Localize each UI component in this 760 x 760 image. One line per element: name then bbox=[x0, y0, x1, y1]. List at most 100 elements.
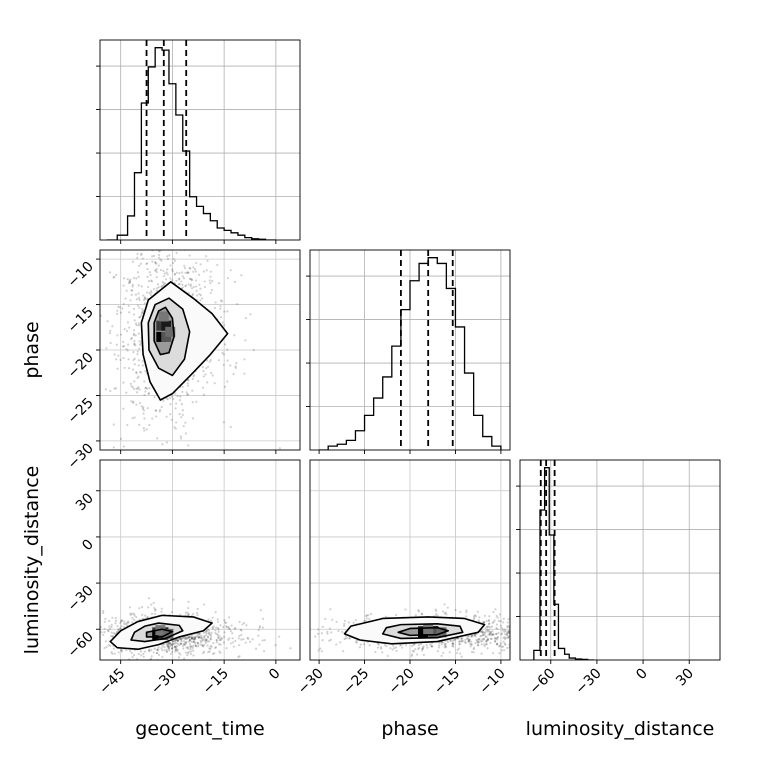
scatter-point bbox=[116, 367, 119, 370]
scatter-point bbox=[105, 645, 108, 649]
scatter-point bbox=[189, 277, 192, 281]
scatter-point bbox=[144, 386, 148, 389]
scatter-point bbox=[147, 597, 151, 600]
scatter-point bbox=[223, 324, 226, 327]
scatter-point bbox=[119, 627, 122, 630]
scatter-point bbox=[179, 637, 182, 640]
scatter-point bbox=[216, 263, 219, 267]
scatter-point bbox=[591, 626, 593, 628]
scatter-point bbox=[457, 637, 460, 640]
scatter-point bbox=[175, 271, 178, 274]
scatter-point bbox=[477, 619, 480, 622]
scatter-point bbox=[181, 283, 184, 286]
scatter-point bbox=[128, 606, 132, 609]
scatter-point bbox=[104, 388, 107, 391]
scatter-point bbox=[458, 640, 461, 644]
scatter-point bbox=[200, 636, 203, 640]
scatter-point bbox=[410, 654, 413, 658]
scatter-point bbox=[196, 635, 199, 639]
scatter-point bbox=[131, 368, 135, 371]
scatter-point bbox=[444, 642, 447, 646]
scatter-point bbox=[223, 631, 226, 634]
scatter-point bbox=[137, 332, 140, 335]
scatter-point bbox=[443, 603, 446, 606]
scatter-point bbox=[132, 332, 135, 335]
scatter-point bbox=[364, 615, 368, 618]
scatter-point bbox=[137, 375, 140, 378]
scatter-point bbox=[214, 611, 217, 614]
scatter-point bbox=[157, 653, 161, 656]
scatter-point bbox=[180, 437, 183, 440]
scatter-point bbox=[165, 648, 168, 651]
scatter-point bbox=[136, 376, 139, 380]
scatter-point bbox=[216, 618, 219, 621]
scatter-point bbox=[191, 293, 194, 296]
scatter-point bbox=[499, 620, 502, 623]
scatter-point bbox=[157, 250, 161, 253]
scatter-point bbox=[135, 277, 138, 280]
scatter-point bbox=[210, 631, 213, 634]
scatter-point bbox=[496, 643, 499, 646]
scatter-point bbox=[146, 262, 149, 265]
scatter-point bbox=[192, 654, 195, 657]
scatter-point bbox=[486, 638, 489, 642]
scatter-point bbox=[188, 643, 192, 646]
scatter-point bbox=[140, 405, 143, 408]
scatter-point bbox=[140, 314, 143, 317]
scatter-point bbox=[135, 298, 138, 301]
scatter-point bbox=[496, 636, 499, 639]
scatter-point bbox=[213, 382, 216, 385]
scatter-point bbox=[204, 641, 207, 645]
scatter-point bbox=[442, 651, 445, 654]
scatter-point bbox=[102, 611, 105, 615]
scatter-point bbox=[127, 304, 130, 308]
scatter-point bbox=[395, 613, 398, 617]
scatter-point bbox=[528, 633, 530, 635]
scatter-point bbox=[140, 252, 143, 255]
scatter-point bbox=[150, 280, 154, 283]
scatter-point bbox=[155, 652, 158, 655]
scatter-point bbox=[461, 639, 465, 642]
scatter-point bbox=[132, 387, 136, 391]
scatter-point bbox=[214, 646, 217, 649]
scatter-point bbox=[209, 633, 213, 636]
scatter-point bbox=[490, 634, 494, 637]
scatter-point bbox=[446, 640, 450, 643]
scatter-point bbox=[489, 630, 493, 634]
scatter-point bbox=[467, 638, 471, 641]
scatter-point bbox=[202, 375, 205, 378]
scatter-point bbox=[208, 631, 211, 634]
scatter-point bbox=[125, 622, 129, 625]
scatter-point bbox=[175, 251, 178, 254]
scatter-point bbox=[171, 642, 174, 645]
x-tick-label: 0 bbox=[633, 666, 651, 684]
x-axis-label-phase: phase bbox=[381, 718, 438, 740]
scatter-point bbox=[365, 614, 369, 617]
scatter-point bbox=[485, 619, 488, 623]
scatter-point bbox=[513, 625, 515, 627]
scatter-point bbox=[138, 607, 141, 610]
scatter-point bbox=[120, 650, 123, 653]
scatter-point bbox=[496, 638, 499, 641]
scatter-point bbox=[472, 647, 475, 651]
scatter-point bbox=[180, 640, 183, 643]
scatter-point bbox=[261, 639, 264, 642]
scatter-point bbox=[240, 638, 243, 641]
scatter-point bbox=[190, 634, 193, 637]
scatter-point bbox=[319, 647, 322, 650]
scatter-point bbox=[219, 624, 222, 627]
scatter-point bbox=[209, 647, 212, 650]
scatter-point bbox=[161, 280, 164, 283]
scatter-point bbox=[133, 342, 136, 345]
scatter-point bbox=[194, 270, 197, 273]
scatter-point bbox=[135, 658, 139, 660]
scatter-point bbox=[489, 641, 492, 645]
scatter-point bbox=[155, 262, 158, 265]
scatter-point bbox=[187, 636, 190, 639]
scatter-point bbox=[579, 636, 581, 638]
scatter-point bbox=[160, 405, 163, 409]
scatter-point bbox=[488, 615, 491, 618]
scatter-point bbox=[399, 644, 402, 647]
scatter-point bbox=[368, 644, 371, 647]
scatter-point bbox=[233, 334, 236, 337]
